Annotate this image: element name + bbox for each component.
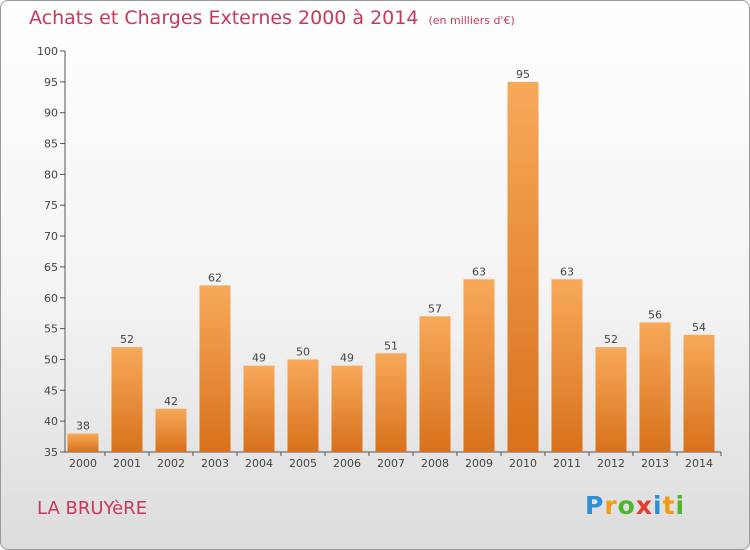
bar-value-label: 49	[252, 352, 266, 365]
y-tick-label: 40	[44, 415, 58, 428]
y-tick-label: 50	[44, 353, 58, 366]
x-tick-label: 2014	[685, 457, 713, 470]
unit-note: (en milliers d'€)	[428, 14, 515, 27]
bar	[155, 408, 187, 452]
y-tick-label: 80	[44, 168, 58, 181]
y-tick-label: 85	[44, 138, 58, 151]
x-tick-label: 2008	[421, 457, 449, 470]
bar	[551, 279, 583, 452]
bar	[67, 433, 99, 452]
y-tick-label: 55	[44, 323, 58, 336]
bar	[463, 279, 495, 452]
x-tick-label: 2011	[553, 457, 581, 470]
chart-title: Achats et Charges Externes 2000 à 2014 (e…	[29, 7, 515, 29]
commune-name: LA BRUYèRE	[37, 498, 148, 519]
x-tick-label: 2012	[597, 457, 625, 470]
bar-value-label: 63	[560, 265, 574, 278]
x-tick-label: 2002	[157, 457, 185, 470]
bar-value-label: 52	[120, 333, 134, 346]
bar	[287, 359, 319, 452]
x-tick-label: 2000	[69, 457, 97, 470]
y-tick-label: 60	[44, 292, 58, 305]
x-tick-label: 2004	[245, 457, 273, 470]
x-tick-label: 2003	[201, 457, 229, 470]
bar-value-label: 62	[208, 271, 222, 284]
bar	[595, 347, 627, 452]
x-tick-label: 2006	[333, 457, 361, 470]
y-tick-label: 70	[44, 230, 58, 243]
x-tick-label: 2007	[377, 457, 405, 470]
y-tick-label: 35	[44, 446, 58, 459]
bar-value-label: 57	[428, 302, 442, 315]
bar-value-label: 63	[472, 265, 486, 278]
bar	[419, 316, 451, 452]
bar	[199, 285, 231, 452]
y-tick-label: 100	[37, 45, 58, 58]
x-tick-label: 2001	[113, 457, 141, 470]
bar	[639, 322, 671, 452]
x-tick-label: 2009	[465, 457, 493, 470]
bar	[507, 81, 539, 452]
bar-value-label: 50	[296, 345, 310, 358]
title-text: Achats et Charges Externes 2000 à 2014	[29, 7, 419, 29]
y-tick-label: 65	[44, 261, 58, 274]
y-tick-label: 45	[44, 384, 58, 397]
bar-value-label: 38	[76, 419, 90, 432]
bar-value-label: 54	[692, 321, 706, 334]
bar	[243, 365, 275, 452]
bar-value-label: 49	[340, 352, 354, 365]
x-tick-label: 2005	[289, 457, 317, 470]
bar-value-label: 51	[384, 339, 398, 352]
bar	[683, 334, 715, 452]
y-tick-label: 75	[44, 199, 58, 212]
bar	[331, 365, 363, 452]
bar	[375, 353, 407, 452]
y-tick-label: 90	[44, 107, 58, 120]
bar-value-label: 95	[516, 68, 530, 81]
bar-value-label: 56	[648, 308, 662, 321]
y-tick-label: 95	[44, 76, 58, 89]
proxiti-logo: Proxiti	[585, 491, 686, 520]
bar-value-label: 42	[164, 395, 178, 408]
bar	[111, 347, 143, 452]
x-tick-label: 2013	[641, 457, 669, 470]
bar-value-label: 52	[604, 333, 618, 346]
x-tick-label: 2010	[509, 457, 537, 470]
